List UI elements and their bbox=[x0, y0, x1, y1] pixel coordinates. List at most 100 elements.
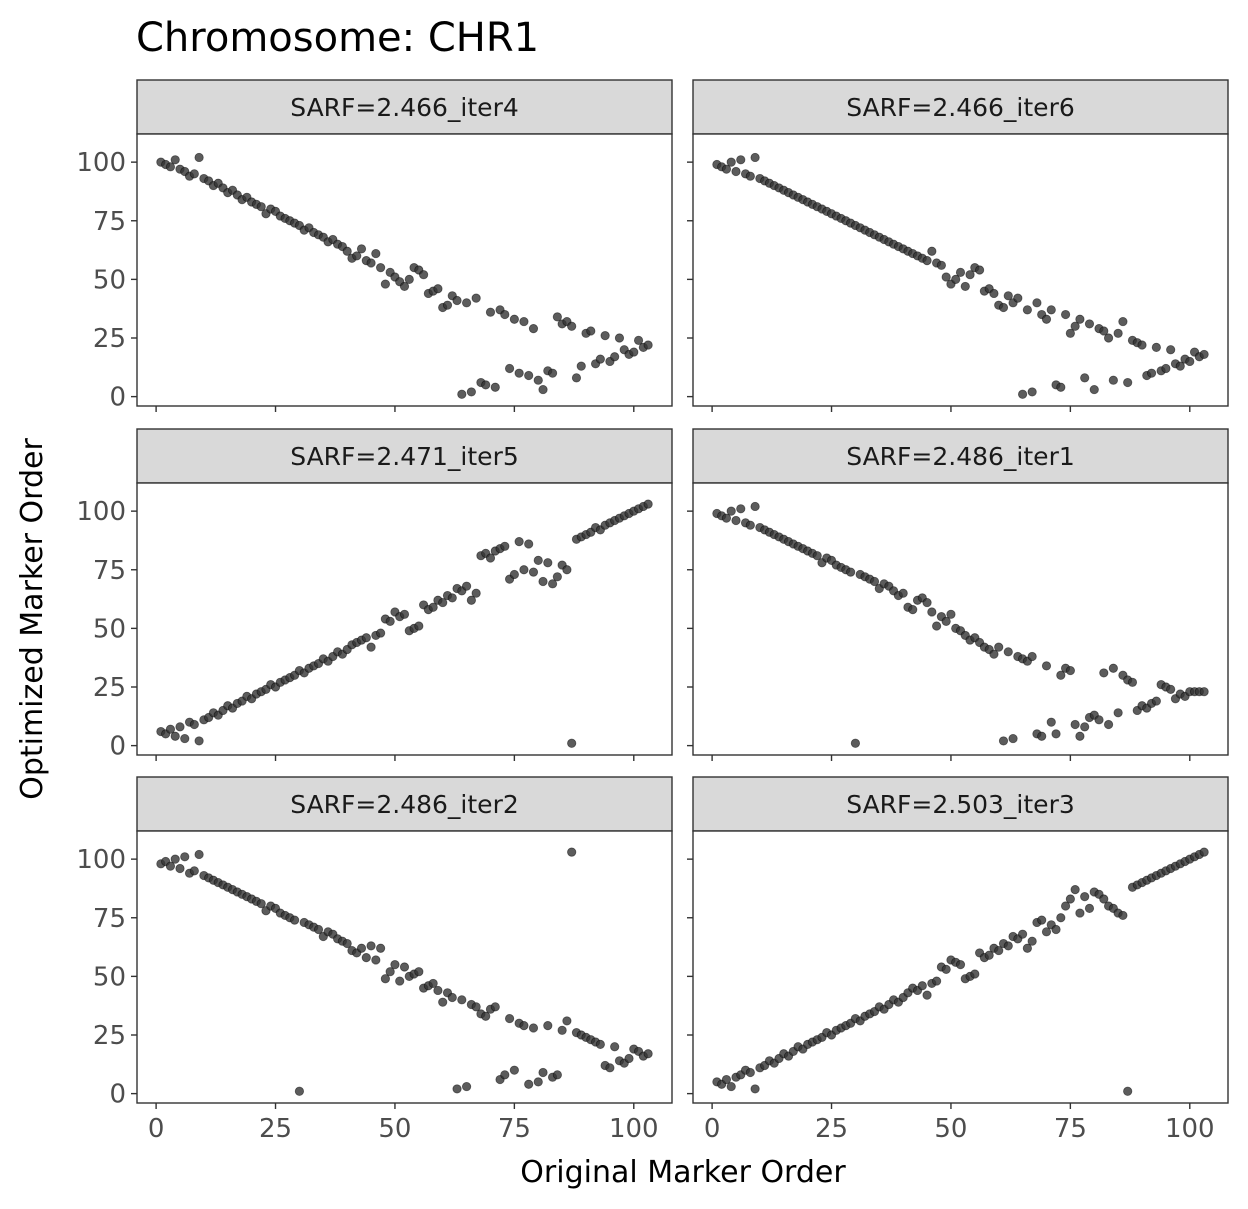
data-point bbox=[500, 541, 510, 551]
data-point bbox=[380, 974, 390, 984]
data-point bbox=[447, 593, 457, 603]
data-point bbox=[1151, 342, 1161, 352]
data-point bbox=[595, 354, 605, 364]
data-point bbox=[994, 642, 1004, 652]
data-point bbox=[922, 990, 932, 1000]
data-point bbox=[466, 387, 476, 397]
data-point bbox=[955, 267, 966, 277]
data-point bbox=[419, 270, 429, 280]
data-point bbox=[927, 246, 937, 256]
data-point bbox=[1027, 936, 1037, 946]
data-points bbox=[712, 501, 1209, 748]
data-point bbox=[1070, 321, 1080, 331]
data-point bbox=[731, 515, 741, 526]
y-tick-label: 0 bbox=[109, 1080, 126, 1110]
data-point bbox=[1013, 293, 1023, 303]
data-point bbox=[442, 300, 453, 310]
data-point bbox=[471, 1002, 481, 1012]
data-point bbox=[1108, 375, 1118, 385]
data-point bbox=[1046, 305, 1056, 315]
data-point bbox=[180, 852, 190, 862]
data-point bbox=[1199, 847, 1209, 857]
data-point bbox=[1084, 319, 1095, 329]
data-point bbox=[1099, 668, 1109, 678]
data-point bbox=[180, 733, 190, 744]
data-point bbox=[922, 597, 932, 608]
data-point bbox=[500, 309, 510, 320]
data-point bbox=[471, 588, 481, 598]
panel-frame bbox=[136, 133, 673, 407]
data-point bbox=[750, 501, 760, 512]
facet-panel-5: SARF=2.486_iter2 0 25 50 75 100 0 25 50 75 100 bbox=[76, 776, 673, 1144]
data-point bbox=[932, 621, 942, 631]
facet-strip bbox=[136, 776, 673, 832]
y-tick-label: 100 bbox=[76, 497, 126, 527]
data-point bbox=[1199, 349, 1209, 360]
data-point bbox=[1032, 298, 1042, 308]
data-point bbox=[998, 736, 1009, 746]
data-point bbox=[989, 288, 999, 299]
data-point bbox=[438, 997, 448, 1007]
data-point bbox=[984, 950, 994, 960]
x-tick-label: 25 bbox=[815, 1114, 848, 1144]
data-point bbox=[1008, 733, 1018, 744]
data-point bbox=[485, 553, 496, 563]
data-point bbox=[1166, 684, 1176, 694]
data-point bbox=[998, 302, 1009, 313]
data-point bbox=[562, 565, 572, 575]
data-point bbox=[1103, 719, 1114, 730]
data-point bbox=[721, 1074, 732, 1085]
data-point bbox=[1118, 910, 1128, 921]
data-point bbox=[643, 1049, 653, 1059]
x-tick-label: 50 bbox=[934, 1114, 967, 1144]
data-point bbox=[399, 609, 410, 619]
data-point bbox=[1017, 389, 1028, 399]
facet-strip bbox=[136, 428, 673, 484]
data-point bbox=[366, 941, 376, 951]
data-point bbox=[736, 504, 746, 514]
data-point bbox=[428, 602, 438, 612]
x-tick-label: 100 bbox=[609, 1114, 659, 1144]
y-tick-label: 25 bbox=[93, 673, 126, 703]
data-point bbox=[376, 943, 386, 953]
data-point bbox=[965, 270, 975, 280]
data-point bbox=[1056, 382, 1066, 392]
data-points bbox=[156, 499, 653, 748]
x-tick-label: 0 bbox=[148, 1114, 165, 1144]
data-point bbox=[414, 967, 424, 977]
x-tick-label: 100 bbox=[1165, 1114, 1215, 1144]
data-point bbox=[1027, 387, 1037, 397]
data-point bbox=[1075, 731, 1085, 741]
facet-panel-1: SARF=2.466_iter4 0 25 50 75 100 bbox=[76, 79, 673, 413]
data-point bbox=[538, 384, 548, 395]
data-point bbox=[1161, 363, 1171, 374]
data-point bbox=[605, 1063, 615, 1073]
data-point bbox=[194, 152, 204, 163]
data-point bbox=[481, 1011, 491, 1021]
data-point bbox=[528, 324, 539, 334]
data-point bbox=[750, 1084, 760, 1094]
data-point bbox=[633, 335, 644, 345]
data-point bbox=[547, 579, 558, 589]
data-point bbox=[524, 539, 534, 549]
data-point bbox=[1017, 929, 1028, 939]
data-point bbox=[194, 736, 204, 746]
data-point bbox=[438, 597, 448, 608]
data-point bbox=[500, 1070, 510, 1080]
data-point bbox=[745, 520, 755, 530]
data-point bbox=[175, 863, 185, 874]
data-point bbox=[175, 722, 185, 732]
data-point bbox=[1051, 729, 1061, 739]
data-point bbox=[726, 157, 736, 167]
data-point bbox=[356, 943, 367, 953]
facet-strip bbox=[692, 428, 1229, 484]
data-point bbox=[726, 506, 736, 516]
data-point bbox=[471, 293, 481, 303]
data-point bbox=[538, 576, 548, 587]
data-point bbox=[543, 1021, 553, 1031]
data-point bbox=[366, 642, 376, 652]
data-point bbox=[586, 326, 596, 336]
facet-strip-label: SARF=2.486_iter2 bbox=[290, 790, 519, 819]
data-point bbox=[428, 978, 438, 989]
data-point bbox=[1127, 677, 1138, 687]
